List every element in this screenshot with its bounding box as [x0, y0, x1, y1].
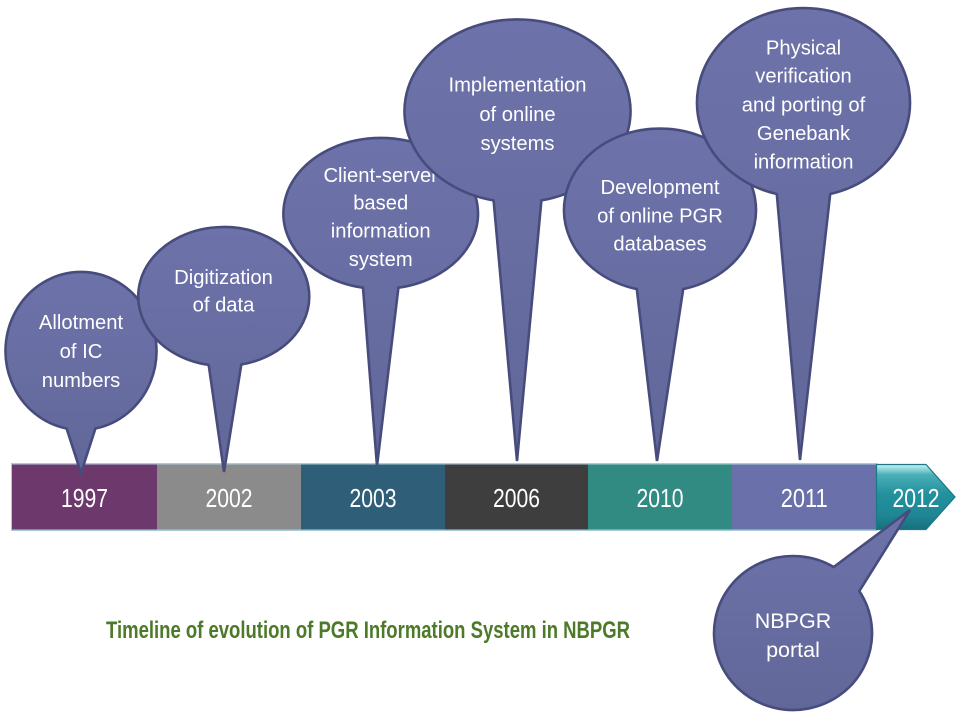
svg-text:Timeline of evolution of PGR I: Timeline of evolution of PGR Information…	[106, 617, 630, 644]
svg-text:of online: of online	[479, 104, 555, 126]
svg-text:Physical: Physical	[766, 38, 841, 60]
svg-text:Digitization: Digitization	[174, 267, 273, 289]
svg-text:databases: databases	[613, 234, 706, 256]
svg-text:verification: verification	[755, 66, 852, 88]
svg-text:2011: 2011	[781, 485, 828, 513]
svg-text:of online PGR: of online PGR	[597, 206, 723, 228]
svg-text:portal: portal	[766, 638, 820, 662]
svg-text:2012: 2012	[893, 485, 940, 513]
svg-text:Genebank: Genebank	[757, 123, 851, 145]
svg-text:Implementation: Implementation	[448, 75, 586, 97]
svg-text:Development: Development	[601, 177, 720, 199]
svg-text:1997: 1997	[61, 485, 108, 513]
svg-text:based: based	[353, 193, 408, 215]
svg-text:information: information	[331, 221, 431, 243]
svg-text:NBPGR: NBPGR	[755, 609, 831, 633]
svg-text:Client-server: Client-server	[323, 165, 438, 187]
svg-text:2002: 2002	[206, 485, 253, 513]
svg-text:information: information	[754, 152, 854, 174]
svg-text:2010: 2010	[637, 485, 684, 513]
svg-text:systems: systems	[480, 133, 554, 155]
svg-text:and porting of: and porting of	[742, 94, 866, 116]
svg-text:of IC: of IC	[60, 341, 103, 363]
svg-text:2006: 2006	[493, 485, 540, 513]
svg-text:2003: 2003	[350, 485, 397, 513]
svg-text:numbers: numbers	[42, 370, 121, 392]
svg-text:system: system	[349, 249, 413, 271]
svg-text:Allotment: Allotment	[39, 312, 124, 334]
svg-text:of data: of data	[193, 295, 256, 317]
